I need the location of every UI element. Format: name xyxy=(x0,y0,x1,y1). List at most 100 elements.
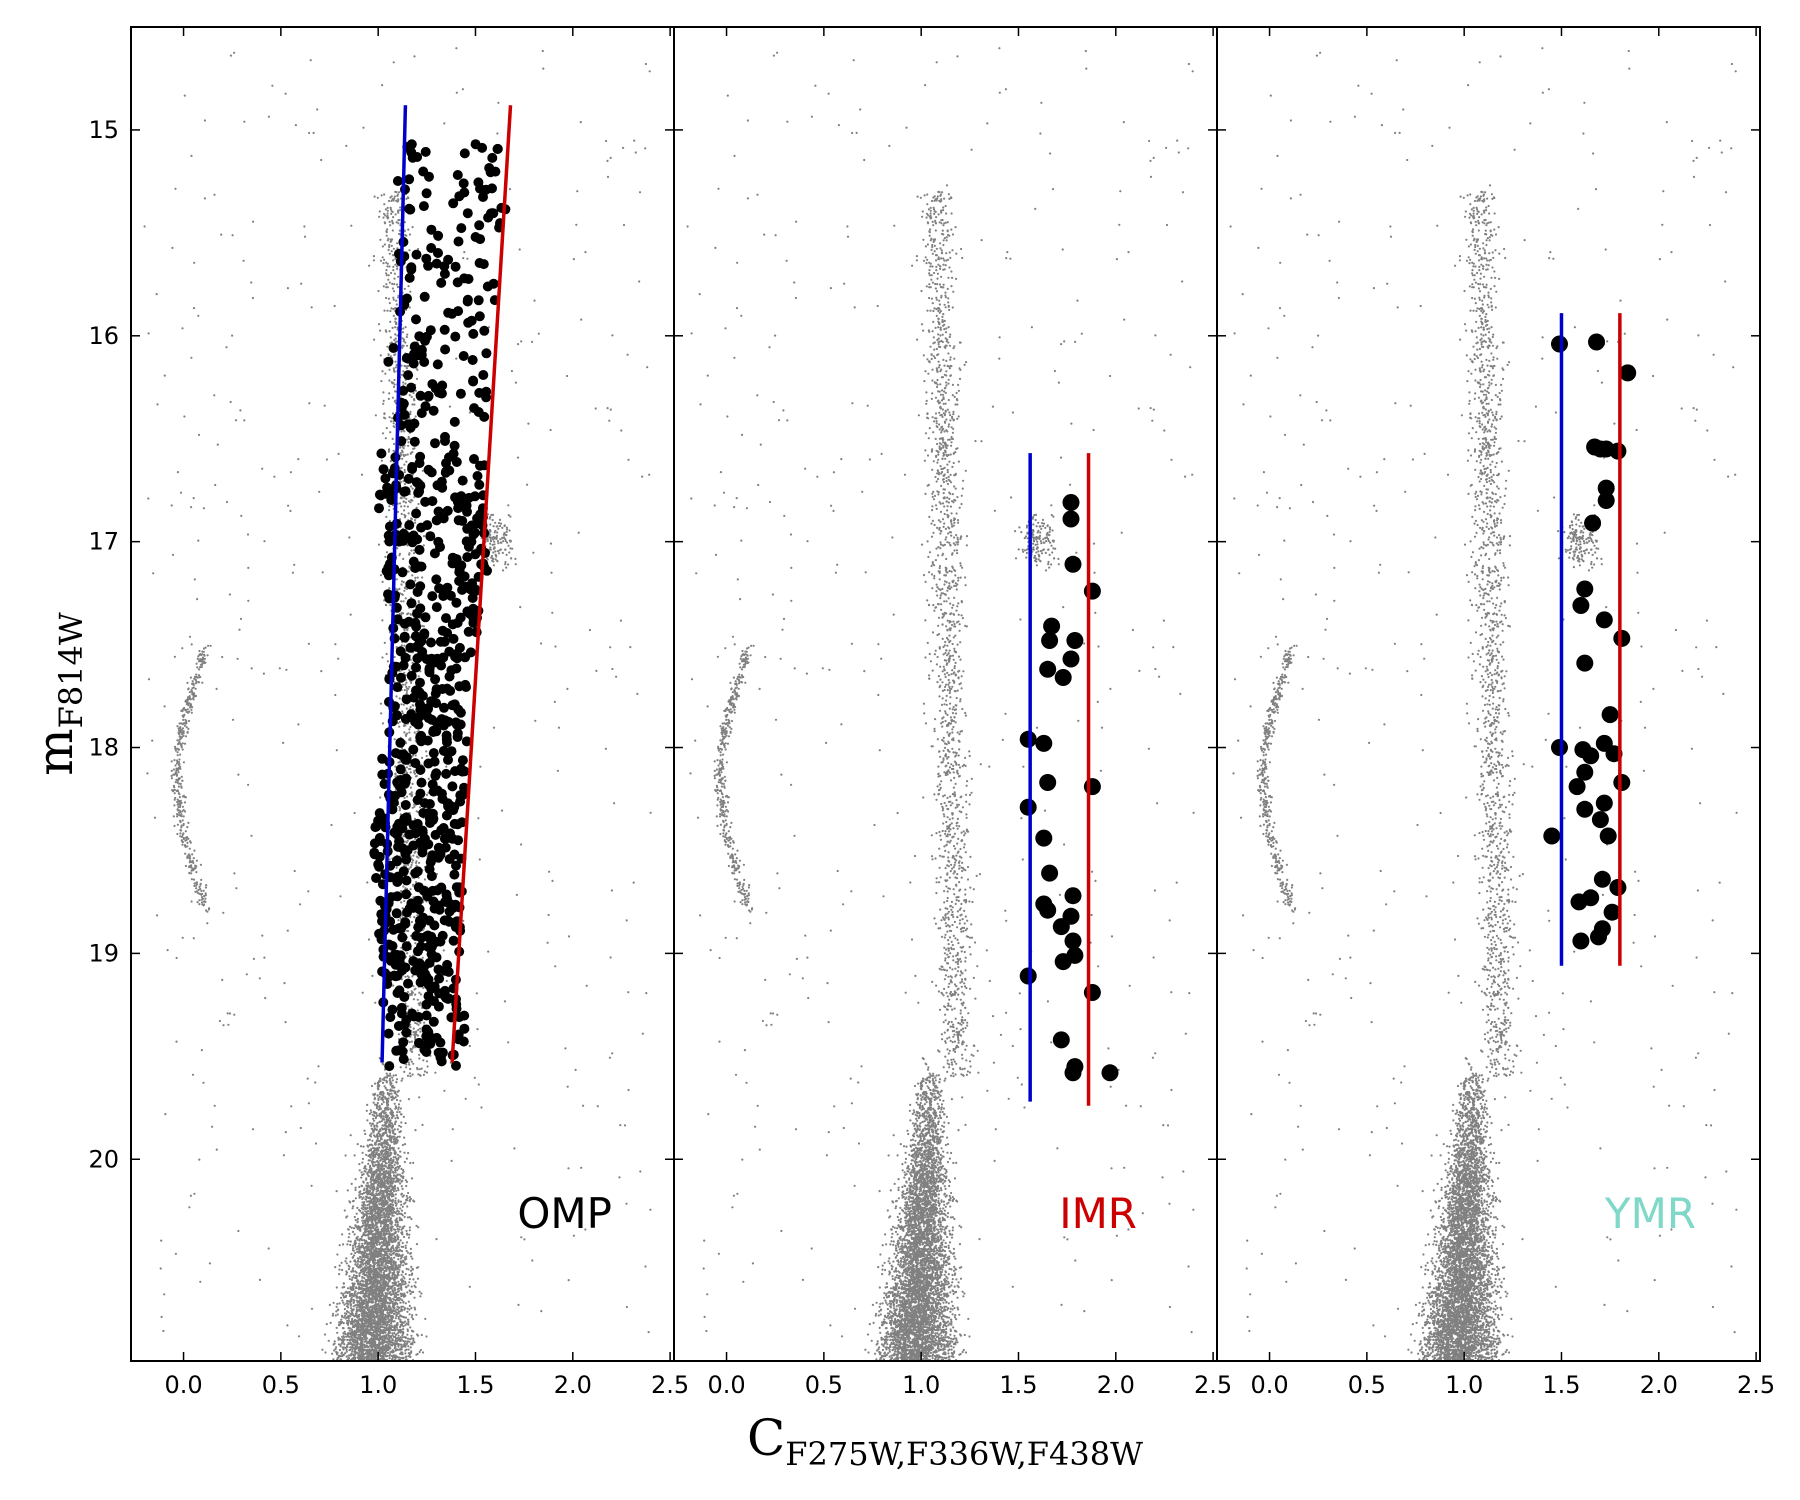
background-star-point xyxy=(381,1262,384,1265)
background-star-point xyxy=(379,1299,382,1302)
background-star-point xyxy=(394,1091,397,1094)
background-star-point xyxy=(372,1117,375,1120)
background-star-point xyxy=(372,1363,374,1365)
background-star-point xyxy=(365,1168,368,1171)
background-star-point xyxy=(374,1287,377,1290)
background-star-point xyxy=(341,1346,344,1349)
background-star-point xyxy=(400,1121,403,1124)
background-star-point xyxy=(387,1317,390,1320)
background-star-point xyxy=(369,1193,372,1196)
background-star-point xyxy=(371,1230,374,1233)
background-star-point xyxy=(323,1333,327,1336)
background-star-point xyxy=(383,1195,386,1198)
background-star-point xyxy=(381,1192,384,1195)
background-star-point xyxy=(361,1161,364,1164)
background-star-point xyxy=(397,1230,400,1233)
background-star-point xyxy=(388,1232,391,1235)
background-star-point xyxy=(380,1342,383,1345)
background-star-point xyxy=(363,1296,366,1299)
background-star-point xyxy=(379,1156,382,1159)
background-star-point xyxy=(361,1244,364,1247)
background-star-point xyxy=(373,1172,376,1175)
background-star-point xyxy=(393,1152,396,1155)
background-star-point xyxy=(391,1267,394,1270)
background-star-point xyxy=(363,1325,367,1328)
background-star-point xyxy=(382,1271,385,1274)
background-star-point xyxy=(369,1327,372,1330)
background-star-point xyxy=(354,1263,357,1266)
background-star-point xyxy=(345,1312,348,1315)
background-star-point xyxy=(373,1119,376,1122)
background-star-point xyxy=(371,1308,374,1311)
background-star-point xyxy=(368,1357,371,1360)
background-star-point xyxy=(363,1292,366,1295)
background-star-point xyxy=(395,1114,398,1117)
background-star-point xyxy=(404,1273,407,1276)
background-star-point xyxy=(398,1328,401,1331)
background-star-point xyxy=(347,1317,350,1320)
background-star-point xyxy=(383,1341,386,1344)
background-star-point xyxy=(376,1101,379,1105)
background-star-point xyxy=(359,1350,362,1353)
background-star-point xyxy=(383,1174,386,1177)
background-star-point xyxy=(396,1364,398,1366)
background-star-point xyxy=(392,1350,395,1353)
background-star-point xyxy=(390,1287,393,1290)
background-star-point xyxy=(381,1158,384,1161)
background-star-point xyxy=(389,1310,392,1313)
background-star-point xyxy=(370,1353,373,1356)
background-star-point xyxy=(388,1323,391,1327)
background-star-point xyxy=(364,1268,367,1271)
background-star-point xyxy=(380,1275,383,1278)
background-star-point xyxy=(361,1201,364,1204)
background-star-point xyxy=(374,1344,377,1347)
background-star-point xyxy=(370,1343,373,1346)
background-star-point xyxy=(406,1310,409,1313)
background-star-point xyxy=(387,1176,390,1179)
background-star-point xyxy=(355,1306,358,1309)
background-star-point xyxy=(364,1287,367,1290)
background-star-point xyxy=(378,1219,382,1222)
background-star-point xyxy=(403,1225,406,1228)
background-star-point xyxy=(399,1331,402,1334)
background-star-point xyxy=(379,1354,382,1357)
background-star-point xyxy=(388,1219,391,1222)
background-star-point xyxy=(335,1286,338,1289)
background-star-point xyxy=(356,1362,358,1364)
background-star-point xyxy=(407,1337,410,1340)
background-star-point xyxy=(396,1162,399,1165)
background-star-point xyxy=(386,1126,389,1129)
background-star-point xyxy=(389,1072,392,1075)
background-star-point xyxy=(408,1229,411,1232)
background-star-point xyxy=(367,1252,371,1256)
background-star-point xyxy=(396,1094,399,1097)
background-star-point xyxy=(338,1268,341,1271)
background-star-point xyxy=(377,1344,381,1347)
background-star-point xyxy=(341,1335,344,1338)
background-star-point xyxy=(360,1257,363,1260)
background-star-point xyxy=(361,1317,364,1320)
background-star-point xyxy=(355,1280,358,1283)
background-star-point xyxy=(404,1258,407,1261)
background-star-point xyxy=(349,1240,352,1243)
background-star-point xyxy=(381,1253,384,1256)
background-star-point xyxy=(392,1171,395,1174)
background-star-point xyxy=(334,1266,337,1269)
background-star-point xyxy=(379,1159,382,1162)
background-star-point xyxy=(354,1334,357,1337)
background-star-point xyxy=(401,1336,405,1339)
background-star-point xyxy=(356,1259,360,1262)
background-star-point xyxy=(392,1147,395,1150)
background-star-point xyxy=(362,1202,366,1206)
background-star-point xyxy=(375,1262,379,1265)
background-star-point xyxy=(402,1362,404,1364)
background-star-point xyxy=(341,1233,344,1236)
background-star-point xyxy=(380,1138,383,1141)
background-star-point xyxy=(380,1153,383,1156)
background-star-point xyxy=(353,1338,357,1341)
background-star-point xyxy=(392,1297,395,1300)
background-star-point xyxy=(371,1178,375,1181)
background-star-point xyxy=(395,1202,398,1205)
background-star-point xyxy=(400,1250,404,1253)
background-star-point xyxy=(366,1188,369,1191)
